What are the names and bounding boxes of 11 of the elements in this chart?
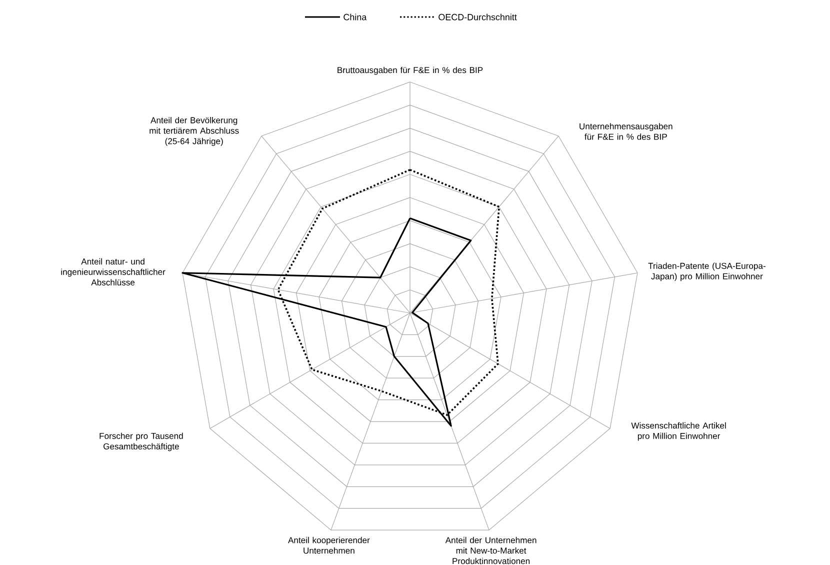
legend-label: China xyxy=(344,14,367,20)
spoke-label: Anteil der Bevölkerung mit tertiärem Abschluss (25-64 Jährige) xyxy=(150,116,239,146)
spoke-label: Wissenschaftliche Artikel pro Million Einwohner xyxy=(631,422,726,441)
spoke-label: Bruttoausgaben für F&E in % des BIP xyxy=(338,66,483,75)
spoke-label: Unternehmensausgaben für F&E in % des BIP xyxy=(580,123,672,140)
spoke-label: Anteil kooperierender Unternehmen xyxy=(288,536,370,554)
spoke-label: Triaden-Patente (USA-Europa-Japan) pro Million Einwohner xyxy=(648,262,766,282)
legend-label: OECD-Durchschnitt xyxy=(438,14,517,20)
spoke-label: Anteil der Unternehmen mit New-to-Market Produktinnovationen xyxy=(445,536,536,564)
spoke-label: Anteil natur- und ingenieurwissenschaftlicher Abschlüsse xyxy=(61,258,166,286)
spoke-label: Forscher pro Tausend Gesamtbeschäftigte xyxy=(100,432,183,452)
